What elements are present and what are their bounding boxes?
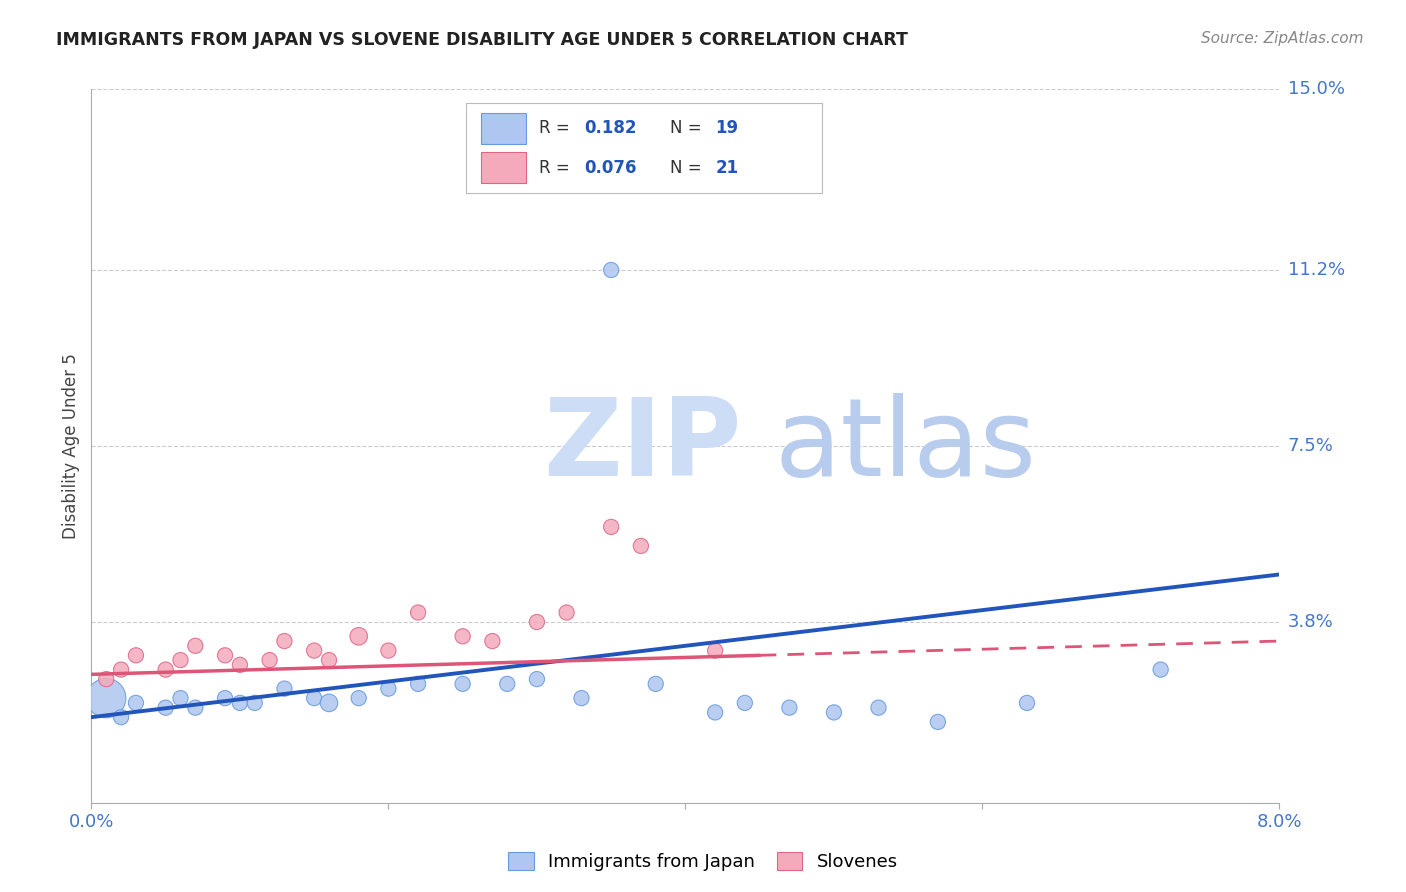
Text: 21: 21 [716, 159, 738, 177]
FancyBboxPatch shape [465, 103, 823, 193]
Point [214, 648, 236, 663]
Point [302, 691, 325, 706]
Point [259, 653, 281, 667]
Text: R =: R = [540, 120, 575, 137]
Point [125, 696, 148, 710]
Text: 3.8%: 3.8% [1288, 613, 1333, 631]
Point [318, 696, 340, 710]
Point [868, 700, 890, 714]
FancyBboxPatch shape [481, 152, 526, 184]
Point [155, 663, 177, 677]
Point [406, 606, 429, 620]
Point [927, 714, 949, 729]
Point [451, 677, 474, 691]
FancyBboxPatch shape [481, 112, 526, 145]
Point [600, 263, 623, 277]
Point [734, 696, 756, 710]
Y-axis label: Disability Age Under 5: Disability Age Under 5 [62, 353, 80, 539]
Point [778, 700, 800, 714]
Point [496, 677, 519, 691]
Point [823, 706, 845, 720]
Point [704, 706, 727, 720]
Point [1149, 663, 1171, 677]
Point [347, 691, 370, 706]
Text: 11.2%: 11.2% [1288, 261, 1346, 279]
Point [644, 677, 666, 691]
Point [302, 643, 325, 657]
Point [155, 700, 177, 714]
Point [214, 691, 236, 706]
Text: ZIP: ZIP [543, 393, 741, 499]
Point [96, 672, 118, 686]
Point [526, 615, 548, 629]
Text: Source: ZipAtlas.com: Source: ZipAtlas.com [1201, 31, 1364, 46]
Point [555, 606, 578, 620]
Point [704, 643, 727, 657]
Text: 0.182: 0.182 [585, 120, 637, 137]
Point [318, 653, 340, 667]
Text: N =: N = [671, 159, 707, 177]
Point [406, 677, 429, 691]
Point [526, 672, 548, 686]
Text: atlas: atlas [775, 393, 1036, 499]
Point [125, 648, 148, 663]
Point [600, 520, 623, 534]
Point [571, 691, 593, 706]
Point [347, 629, 370, 643]
Point [630, 539, 652, 553]
Text: IMMIGRANTS FROM JAPAN VS SLOVENE DISABILITY AGE UNDER 5 CORRELATION CHART: IMMIGRANTS FROM JAPAN VS SLOVENE DISABIL… [56, 31, 908, 49]
Point [110, 710, 132, 724]
Text: 19: 19 [716, 120, 738, 137]
Text: R =: R = [540, 159, 575, 177]
Point [229, 657, 252, 672]
Point [169, 653, 191, 667]
Point [229, 696, 252, 710]
Point [243, 696, 266, 710]
Point [110, 663, 132, 677]
Point [1015, 696, 1038, 710]
Point [481, 634, 503, 648]
Text: 7.5%: 7.5% [1288, 437, 1334, 455]
Text: N =: N = [671, 120, 707, 137]
Point [169, 691, 191, 706]
Point [451, 629, 474, 643]
Point [273, 681, 295, 696]
Point [377, 643, 399, 657]
Text: 15.0%: 15.0% [1288, 80, 1344, 98]
Point [377, 681, 399, 696]
Point [273, 634, 295, 648]
Legend: Immigrants from Japan, Slovenes: Immigrants from Japan, Slovenes [501, 846, 905, 879]
Text: 0.076: 0.076 [585, 159, 637, 177]
Point [184, 700, 207, 714]
Point [184, 639, 207, 653]
Point [96, 691, 118, 706]
